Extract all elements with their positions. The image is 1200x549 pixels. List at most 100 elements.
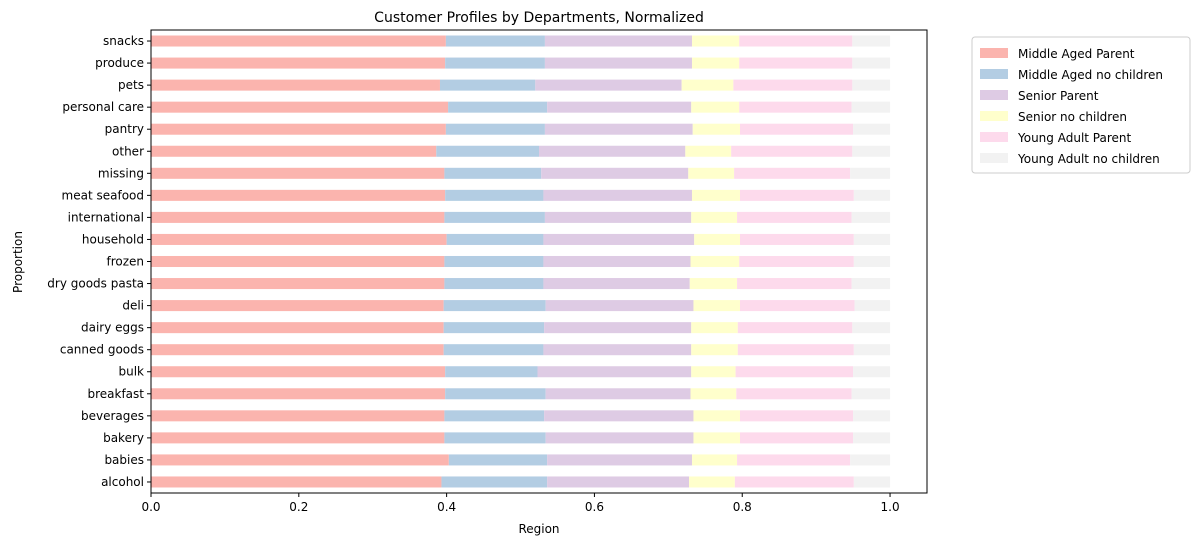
bar-segment-dairy-eggs-2 (544, 322, 692, 334)
bar-segment-bakery-3 (693, 432, 741, 444)
bar-segment-other-2 (539, 145, 686, 157)
bar-segment-missing-1 (444, 167, 542, 179)
bar-segment-alcohol-1 (441, 476, 548, 488)
bar-segment-babies-1 (448, 454, 548, 466)
bar-segment-meat-seafood-2 (543, 189, 692, 201)
x-tick-label: 0.6 (585, 500, 604, 514)
bar-segment-other-5 (852, 145, 891, 157)
bar-segment-deli-4 (740, 300, 855, 312)
chart-title: Customer Profiles by Departments, Normal… (374, 10, 704, 26)
bar-segment-other-3 (685, 145, 732, 157)
bar-segment-babies-4 (737, 454, 851, 466)
bar-segment-pets-2 (535, 79, 682, 91)
bar-segment-snacks-3 (691, 35, 740, 47)
bar-segment-personal-care-4 (739, 101, 852, 113)
bar-segment-snacks-0 (151, 35, 446, 47)
y-tick-label: snacks (103, 34, 144, 48)
bar-segment-produce-0 (151, 57, 446, 69)
bar-segment-pets-0 (151, 79, 440, 91)
bar-segment-deli-1 (443, 300, 546, 312)
legend-swatch (980, 132, 1008, 142)
bar-segment-frozen-5 (853, 255, 891, 268)
legend: Middle Aged Parent Middle Aged no childre… (971, 36, 1191, 174)
bar-segment-dairy-eggs-0 (151, 322, 444, 334)
y-tick-label: pantry (105, 122, 144, 136)
y-tick-label: dry goods pasta (47, 277, 144, 291)
bar-segment-meat-seafood-3 (691, 189, 741, 201)
bar-segment-household-4 (740, 233, 854, 245)
bar-segment-dairy-eggs-1 (443, 322, 545, 334)
y-tick-label: other (112, 144, 144, 158)
bar-segment-alcohol-5 (853, 476, 891, 488)
bar-segment-frozen-2 (543, 255, 691, 268)
bar-segment-bulk-1 (445, 366, 538, 378)
bar-segment-alcohol-0 (151, 476, 442, 488)
y-axis: alcohol babies bakery beverages breakfast bul… (47, 34, 151, 489)
bar-segment-beverages-5 (853, 410, 891, 422)
bar-segment-deli-5 (854, 300, 891, 312)
bar-segment-meat-seafood-4 (740, 189, 854, 201)
bar-segment-alcohol-2 (547, 476, 690, 488)
y-tick-label: meat seafood (62, 188, 144, 202)
bar-segment-missing-4 (734, 167, 851, 179)
bar-segment-breakfast-1 (445, 388, 546, 400)
bar-segment-pets-1 (439, 79, 536, 91)
bar-segment-snacks-2 (544, 35, 692, 47)
bar-segment-beverages-4 (740, 410, 854, 422)
bar-segment-dry-goods-pasta-2 (543, 278, 690, 290)
bar-segment-produce-3 (691, 57, 740, 69)
y-tick-label: bulk (118, 365, 144, 379)
bar-segment-bakery-5 (853, 432, 891, 444)
x-tick-label: 0.0 (141, 500, 160, 514)
bar-segment-household-5 (853, 233, 891, 245)
bar-segment-bakery-2 (545, 432, 694, 444)
bar-segment-babies-2 (547, 454, 692, 466)
bar-segment-frozen-1 (444, 255, 544, 268)
bar-segment-pets-4 (733, 79, 853, 91)
bar-segment-frozen-0 (151, 255, 445, 268)
bar-segment-produce-1 (445, 57, 545, 69)
x-axis: 0.0 0.2 0.4 0.6 0.8 1.0 (141, 493, 900, 514)
y-tick-label: household (82, 232, 144, 246)
bar-segment-pets-3 (681, 79, 734, 91)
bar-segment-other-0 (151, 145, 437, 157)
bar-segment-dairy-eggs-5 (852, 322, 891, 334)
legend-label: Young Adult no children (1017, 152, 1160, 166)
bar-segment-household-1 (446, 233, 544, 245)
legend-label: Middle Aged Parent (1018, 47, 1135, 61)
bar-segment-bakery-4 (740, 432, 854, 444)
legend-swatch (980, 90, 1008, 100)
bar-segment-frozen-4 (739, 255, 854, 268)
bar-segment-dry-goods-pasta-1 (444, 278, 544, 290)
x-tick-label: 0.8 (733, 500, 752, 514)
bar-segment-personal-care-1 (448, 101, 548, 113)
y-tick-label: alcohol (101, 475, 144, 489)
bar-segment-beverages-3 (693, 410, 741, 422)
bar-segment-personal-care-3 (691, 101, 740, 113)
y-tick-label: international (68, 210, 144, 224)
bar-segment-dairy-eggs-4 (737, 322, 853, 334)
bar-segment-missing-3 (688, 167, 735, 179)
bar-segment-bulk-5 (853, 366, 891, 378)
bar-segment-canned-goods-5 (853, 344, 891, 356)
y-tick-label: produce (95, 56, 144, 70)
y-tick-label: babies (104, 453, 144, 467)
bar-segment-alcohol-4 (734, 476, 854, 488)
bar-segment-canned-goods-0 (151, 344, 444, 356)
legend-swatch (980, 111, 1008, 121)
legend-label: Senior no children (1018, 110, 1127, 124)
y-tick-label: missing (98, 166, 144, 180)
bar-segment-dry-goods-pasta-0 (151, 278, 445, 290)
bar-segment-bulk-2 (537, 366, 692, 378)
bar-segment-household-2 (543, 233, 695, 245)
legend-label: Senior Parent (1018, 89, 1099, 103)
bar-segment-missing-2 (541, 167, 689, 179)
bar-segment-personal-care-5 (851, 101, 891, 113)
bar-segment-produce-5 (852, 57, 891, 69)
bar-segment-meat-seafood-5 (853, 189, 891, 201)
bar-segment-bulk-4 (735, 366, 854, 378)
bar-segment-breakfast-3 (690, 388, 737, 400)
bar-segment-international-2 (544, 211, 692, 223)
bar-segment-beverages-0 (151, 410, 445, 422)
